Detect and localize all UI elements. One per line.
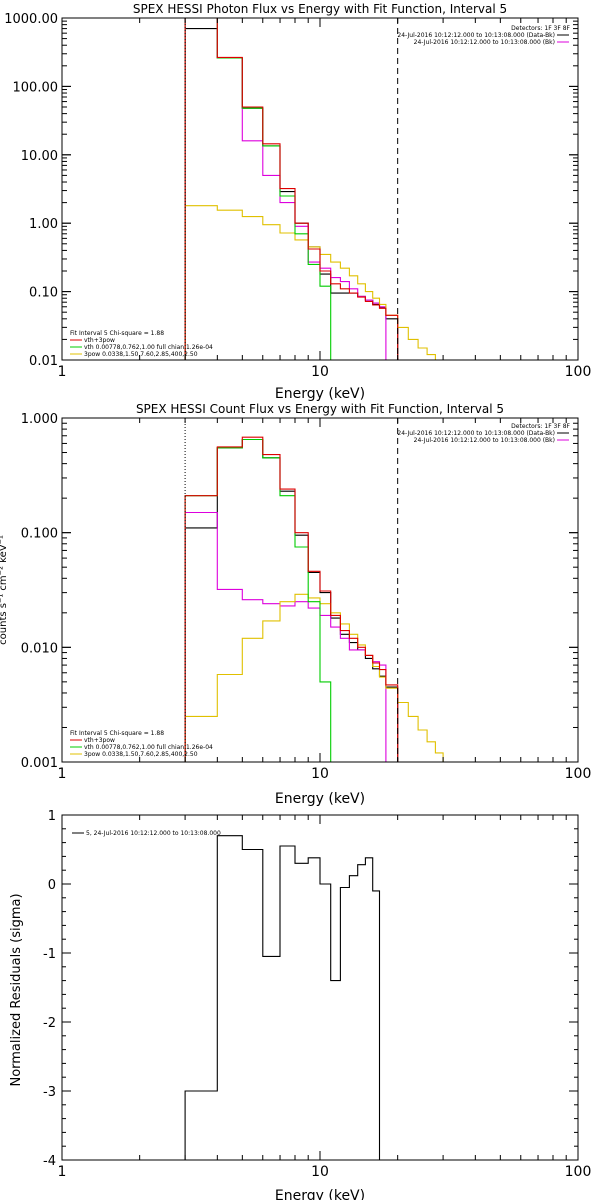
y-tick-label: -2 — [43, 1016, 56, 1031]
y-tick-label: 1 — [48, 809, 56, 824]
chart-title: SPEX HESSI Count Flux vs Energy with Fit… — [136, 402, 504, 416]
y-tick-label: 10.00 — [21, 149, 58, 164]
series-vth-3pow — [184, 18, 399, 360]
series-24-jul-2016-10-12-12-000-to-10-13-08-000-bk — [184, 511, 398, 762]
y-tick-label: 0.10 — [29, 286, 58, 301]
legend-series-data-bk: 24-Jul-2016 10:12:12.000 to 10:13:08.000… — [397, 32, 555, 39]
legend-detectors: Detectors: 1F 3F 8F — [511, 25, 570, 32]
chart-title: SPEX HESSI Photon Flux vs Energy with Fi… — [133, 2, 507, 16]
series-5-24-jul-2016-10-12-12-000-to-10-13-08-000 — [184, 835, 398, 1160]
x-tick-label: 1 — [58, 766, 67, 782]
y-tick-label: -1 — [43, 947, 56, 962]
legend-series-bk: 24-Jul-2016 10:12:12.000 to 10:13:08.000… — [414, 437, 555, 444]
legend-series-bk: 24-Jul-2016 10:12:12.000 to 10:13:08.000… — [414, 39, 555, 46]
x-axis-label: Energy (keV) — [275, 1188, 365, 1200]
x-tick-label: 100 — [565, 766, 592, 782]
legend-series-residuals: 5, 24-Jul-2016 10:12:12.000 to 10:13:08.… — [86, 830, 221, 837]
y-tick-label: 0 — [48, 878, 56, 893]
legend-series-vth: vth 0.00778,0.762,1.00 full chian 1.26e-… — [84, 344, 213, 351]
legend-series-3pow: 3pow 0.0338,1.50,7.60,2.85,400,2.50 — [84, 751, 198, 758]
legend-series-3pow: 3pow 0.0338,1.50,7.60,2.85,400,2.50 — [84, 351, 198, 358]
series-24-jul-2016-10-12-12-000-to-10-13-08-000-data-bk — [184, 28, 399, 360]
legend-series-vth: vth 0.00778,0.762,1.00 full chian 1.26e-… — [84, 744, 213, 751]
x-tick-label: 10 — [311, 1164, 329, 1180]
fit-info-header: Fit Interval 5 Chi-square = 1.88 — [70, 330, 164, 337]
series-3pow — [184, 593, 464, 762]
x-axis-label: Energy (keV) — [275, 386, 365, 402]
y-tick-label: -3 — [43, 1085, 56, 1100]
x-tick-label: 100 — [565, 1164, 592, 1180]
x-tick-label: 100 — [565, 364, 592, 380]
y-tick-label: -4 — [43, 1154, 56, 1169]
y-tick-label: 1000.00 — [4, 12, 58, 27]
legend-series-data-bk: 24-Jul-2016 10:12:12.000 to 10:13:08.000… — [397, 430, 555, 437]
legend-detectors: Detectors: 1F 3F 8F — [511, 423, 570, 430]
series-3pow — [184, 205, 444, 360]
count-flux-panel: SPEX HESSI Count Flux vs Energy with Fit… — [0, 402, 591, 807]
residuals-panel: 1 10 100 -4 -3 -2 -1 0 1 Energy (keV) Normalized… — [9, 809, 591, 1200]
y-tick-label: 1.000 — [21, 412, 58, 427]
x-tick-label: 1 — [58, 364, 67, 380]
fit-info-header: Fit Interval 5 Chi-square = 1.88 — [70, 730, 164, 737]
x-tick-label: 10 — [311, 364, 329, 380]
x-tick-label: 10 — [311, 766, 329, 782]
photon-flux-panel: SPEX HESSI Photon Flux vs Energy with Fi… — [4, 2, 591, 402]
y-tick-label: 0.010 — [21, 641, 58, 656]
x-axis-label: Energy (keV) — [275, 791, 365, 807]
series-vth — [184, 18, 350, 360]
y-tick-label: 0.100 — [21, 527, 58, 542]
legend-series-vth-3pow: vth+3pow — [84, 337, 115, 344]
y-tick-label: 1.00 — [29, 217, 58, 232]
y-tick-label: 0.01 — [29, 354, 58, 369]
legend-series-vth-3pow: vth+3pow — [84, 737, 115, 744]
plot-frame — [61, 17, 579, 361]
y-tick-label: 0.001 — [21, 756, 58, 771]
y-tick-label: 100.00 — [13, 80, 59, 95]
y-axis-label: counts s⁻¹ cm⁻² keV⁻¹ — [0, 535, 9, 645]
y-axis-label: Normalized Residuals (sigma) — [9, 893, 24, 1086]
series-vth-3pow — [184, 436, 399, 762]
x-tick-label: 1 — [58, 1164, 67, 1180]
